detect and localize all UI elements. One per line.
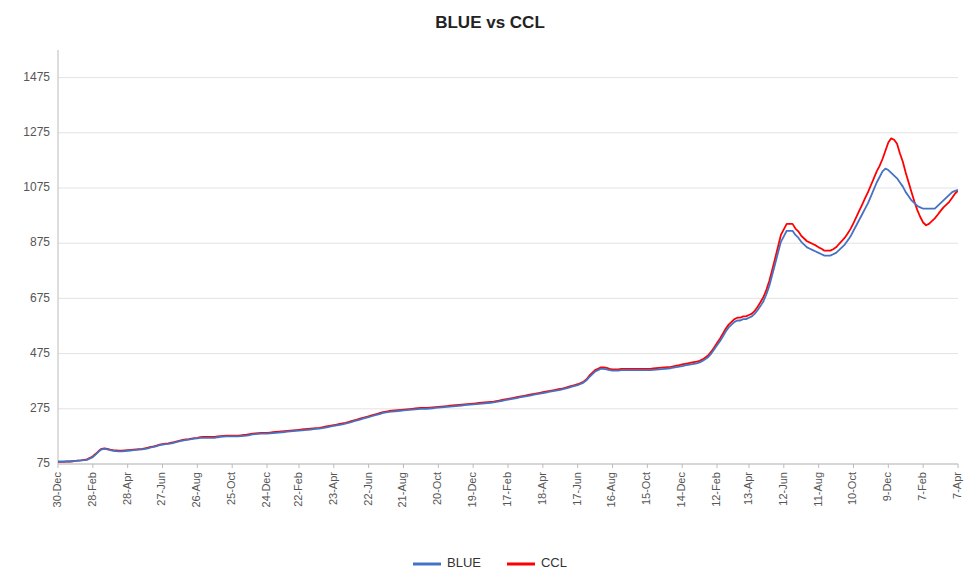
y-tick-label: 675 [30,291,50,305]
y-tick-label: 75 [37,456,51,470]
x-tick-label: 30-Dec [51,472,63,508]
legend-label: CCL [541,555,567,570]
legend-item: BLUE [413,555,481,570]
y-axis-line [58,50,59,464]
x-tick-label: 26-Aug [190,472,202,507]
legend-swatch [413,563,441,566]
legend: BLUE CCL [413,555,567,570]
x-tick [197,464,198,468]
x-axis: 30-Dec 28-Feb 28-Apr 27-Jun 26-Aug 25-Oct 24-D… [51,464,963,507]
x-tick-label: 13-Apr [742,472,754,505]
series-line [58,138,958,461]
x-tick [717,464,718,468]
x-tick [783,464,784,468]
y-tick-label: 1075 [23,180,50,194]
y-axis: 75 275 475 675 875 1075 1275 1475 [23,50,958,470]
chart: BLUE vs CCL 75 275 475 675 875 1075 1275 1475 30-… [0,0,980,582]
x-tick-label: 18-Apr [536,472,548,505]
x-tick [542,464,543,468]
x-tick [333,464,334,468]
x-tick-label: 7-Apr [951,472,963,499]
x-tick [853,464,854,468]
x-tick [267,464,268,468]
x-tick-label: 21-Aug [396,472,408,507]
x-tick-label: 9-Dec [881,472,893,502]
lines [58,138,958,461]
x-tick-label: 19-Dec [466,472,478,508]
x-tick-label: 28-Apr [121,472,133,505]
x-tick [473,464,474,468]
x-tick [403,464,404,468]
x-tick [612,464,613,468]
y-tick-label: 475 [30,346,50,360]
x-tick-label: 11-Aug [812,472,824,507]
x-tick [748,464,749,468]
series-line [58,169,958,462]
x-tick-label: 23-Apr [327,472,339,505]
title: BLUE vs CCL [435,13,545,32]
x-tick-label: 17-Feb [501,472,513,507]
x-tick-label: 24-Dec [260,472,272,508]
x-tick-label: 10-Oct [846,472,858,505]
grid-line [58,353,958,354]
grid-line [58,298,958,299]
y-tick-label: 875 [30,235,50,249]
x-tick [232,464,233,468]
grid-line [58,408,958,409]
x-tick-label: 27-Jun [155,472,167,506]
x-tick [127,464,128,468]
grid-line [58,77,958,78]
x-tick [888,464,889,468]
x-tick [368,464,369,468]
legend-item: CCL [507,555,567,570]
grid-line [58,188,958,189]
y-tick-label: 1475 [23,70,50,84]
x-tick [958,464,959,468]
x-tick-label: 14-Dec [675,472,687,508]
x-tick-label: 15-Oct [640,472,652,505]
x-tick [92,464,93,468]
x-tick [682,464,683,468]
x-tick [298,464,299,468]
x-tick-label: 25-Oct [225,472,237,505]
x-tick-label: 12-Jun [777,472,789,506]
x-tick [577,464,578,468]
x-tick-label: 22-Jun [362,472,374,506]
x-tick-label: 16-Aug [605,472,617,507]
x-tick [647,464,648,468]
x-tick-label: 22-Feb [292,472,304,507]
grid-line [58,243,958,244]
x-tick [162,464,163,468]
grid-line [58,132,958,133]
x-tick-label: 7-Feb [916,472,928,501]
x-tick-label: 20-Oct [431,472,443,505]
legend-swatch [507,563,535,566]
x-tick [438,464,439,468]
x-tick [923,464,924,468]
y-tick-label: 275 [30,401,50,415]
x-tick-label: 17-Jun [571,472,583,506]
x-tick-label: 12-Feb [710,472,722,507]
x-tick-label: 28-Feb [86,472,98,507]
x-tick [58,464,59,468]
legend-label: BLUE [447,555,481,570]
x-tick [818,464,819,468]
x-tick [508,464,509,468]
y-tick-label: 1275 [23,125,50,139]
